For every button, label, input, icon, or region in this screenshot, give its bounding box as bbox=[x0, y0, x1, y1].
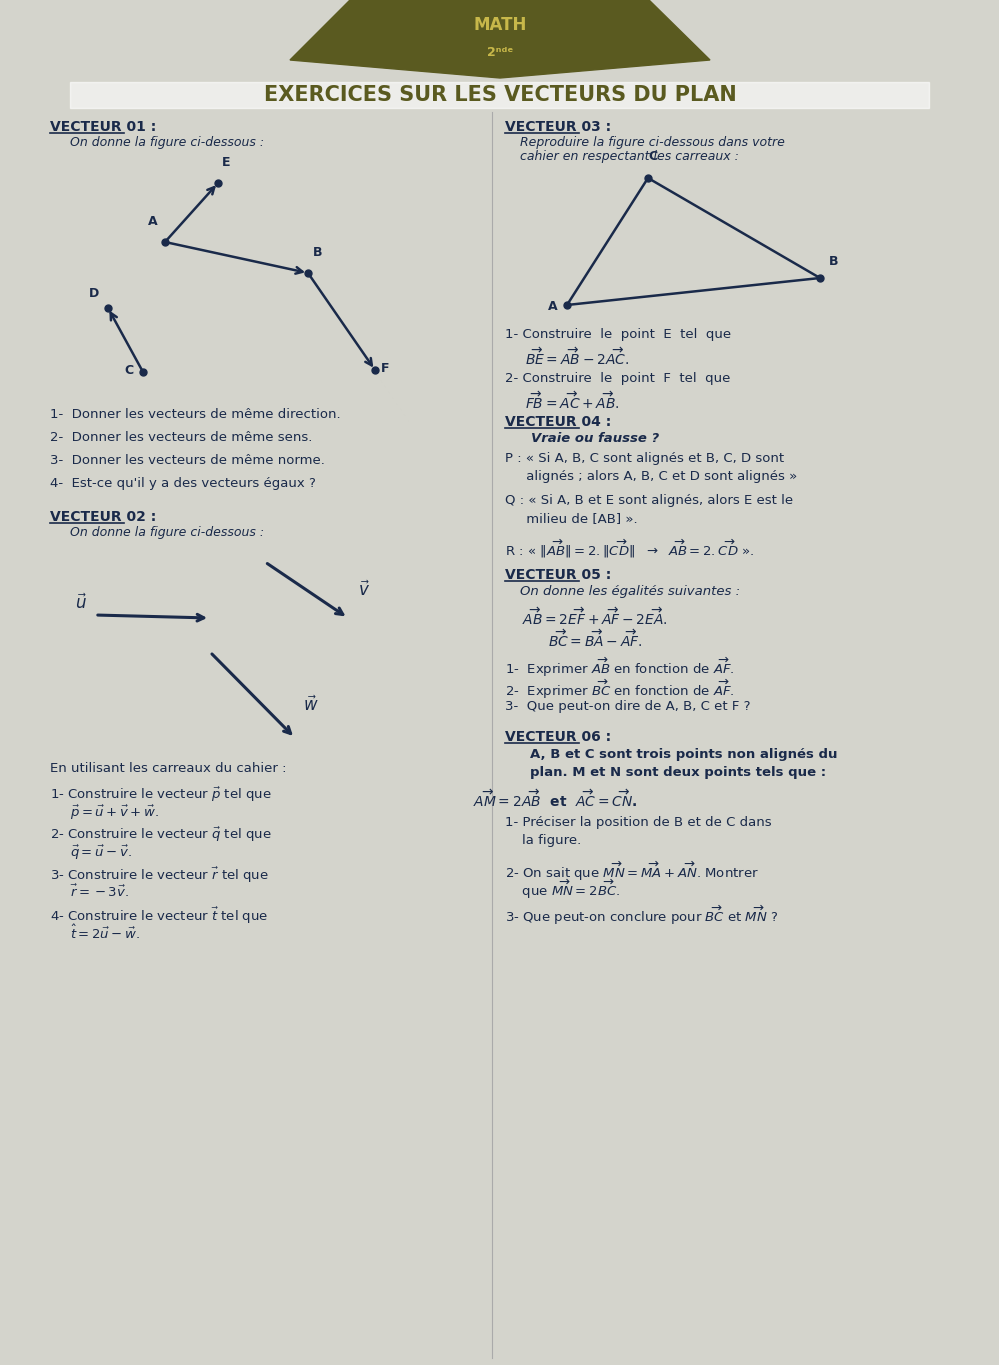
Text: Vraie ou fausse ?: Vraie ou fausse ? bbox=[530, 431, 659, 445]
Text: VECTEUR 04 :: VECTEUR 04 : bbox=[505, 415, 611, 429]
Text: B: B bbox=[314, 246, 323, 259]
Text: 2- On sait que $\overrightarrow{MN} = \overrightarrow{MA} + \overrightarrow{AN}$: 2- On sait que $\overrightarrow{MN} = \o… bbox=[505, 860, 759, 883]
Text: plan. M et N sont deux points tels que :: plan. M et N sont deux points tels que : bbox=[530, 766, 826, 779]
Text: 1- Préciser la position de B et de C dans: 1- Préciser la position de B et de C dan… bbox=[505, 816, 771, 829]
Text: VECTEUR 01 :: VECTEUR 01 : bbox=[50, 120, 156, 134]
Text: C: C bbox=[648, 150, 657, 162]
Text: $\vec{u}$: $\vec{u}$ bbox=[75, 594, 87, 613]
Text: D: D bbox=[89, 287, 99, 300]
Text: que $\overrightarrow{MN} = 2\overrightarrow{BC}$.: que $\overrightarrow{MN} = 2\overrightar… bbox=[505, 878, 620, 901]
Text: 2-  Donner les vecteurs de même sens.: 2- Donner les vecteurs de même sens. bbox=[50, 431, 313, 444]
Text: Reproduire la figure ci-dessous dans votre: Reproduire la figure ci-dessous dans vot… bbox=[520, 136, 785, 149]
Text: cahier en respectant les carreaux :: cahier en respectant les carreaux : bbox=[520, 150, 739, 162]
Text: $\vec{v}$: $\vec{v}$ bbox=[358, 580, 370, 599]
Text: 3- Que peut-on conclure pour $\overrightarrow{BC}$ et $\overrightarrow{MN}$ ?: 3- Que peut-on conclure pour $\overright… bbox=[505, 904, 778, 927]
Text: P : « Si A, B, C sont alignés et B, C, D sont: P : « Si A, B, C sont alignés et B, C, D… bbox=[505, 452, 784, 465]
Text: alignés ; alors A, B, C et D sont alignés »: alignés ; alors A, B, C et D sont aligné… bbox=[505, 470, 797, 483]
Text: $\hat{t} = 2\vec{u} - \vec{w}$.: $\hat{t} = 2\vec{u} - \vec{w}$. bbox=[70, 924, 140, 942]
Text: 1- Construire le vecteur $\vec{p}$ tel que: 1- Construire le vecteur $\vec{p}$ tel q… bbox=[50, 786, 272, 804]
Text: A: A bbox=[548, 300, 557, 313]
Text: 3-  Que peut-on dire de A, B, C et F ?: 3- Que peut-on dire de A, B, C et F ? bbox=[505, 700, 750, 713]
Text: A: A bbox=[148, 216, 158, 228]
Text: $\overrightarrow{BC} = \overrightarrow{BA} - \overrightarrow{AF}$.: $\overrightarrow{BC} = \overrightarrow{B… bbox=[547, 628, 642, 650]
Text: 2ⁿᵈᵉ: 2ⁿᵈᵉ bbox=[487, 45, 513, 59]
Text: 1-  Donner les vecteurs de même direction.: 1- Donner les vecteurs de même direction… bbox=[50, 408, 341, 420]
Text: EXERCICES SUR LES VECTEURS DU PLAN: EXERCICES SUR LES VECTEURS DU PLAN bbox=[264, 85, 736, 105]
Text: la figure.: la figure. bbox=[505, 834, 581, 848]
Text: Q : « Si A, B et E sont alignés, alors E est le: Q : « Si A, B et E sont alignés, alors E… bbox=[505, 494, 793, 506]
Text: $\overrightarrow{FB} = \overrightarrow{AC} + \overrightarrow{AB}$.: $\overrightarrow{FB} = \overrightarrow{A… bbox=[525, 390, 619, 412]
Text: 1- Construire  le  point  E  tel  que: 1- Construire le point E tel que bbox=[505, 328, 731, 341]
Text: $\overrightarrow{AM} = 2\overrightarrow{AB}$  et  $\overrightarrow{AC} = \overri: $\overrightarrow{AM} = 2\overrightarrow{… bbox=[473, 788, 637, 809]
Text: VECTEUR 02 :: VECTEUR 02 : bbox=[50, 511, 156, 524]
Text: VECTEUR 06 :: VECTEUR 06 : bbox=[505, 730, 611, 744]
Text: $\overrightarrow{BE} = \overrightarrow{AB} - 2\overrightarrow{AC}$.: $\overrightarrow{BE} = \overrightarrow{A… bbox=[525, 345, 629, 367]
Polygon shape bbox=[70, 82, 929, 108]
Text: 2- Construire  le  point  F  tel  que: 2- Construire le point F tel que bbox=[505, 373, 730, 385]
Text: 4- Construire le vecteur $\vec{t}$ tel que: 4- Construire le vecteur $\vec{t}$ tel q… bbox=[50, 906, 269, 927]
Text: B: B bbox=[829, 255, 839, 268]
Text: 3- Construire le vecteur $\vec{r}$ tel que: 3- Construire le vecteur $\vec{r}$ tel q… bbox=[50, 865, 269, 886]
Text: On donne la figure ci-dessous :: On donne la figure ci-dessous : bbox=[70, 526, 264, 539]
Text: $\vec{p} = \vec{u} + \vec{v} + \vec{w}$.: $\vec{p} = \vec{u} + \vec{v} + \vec{w}$. bbox=[70, 804, 159, 822]
Text: On donne la figure ci-dessous :: On donne la figure ci-dessous : bbox=[70, 136, 264, 149]
Text: E: E bbox=[222, 156, 230, 169]
Text: VECTEUR 05 :: VECTEUR 05 : bbox=[505, 568, 611, 581]
Text: $\vec{r} = -3\vec{v}$.: $\vec{r} = -3\vec{v}$. bbox=[70, 885, 129, 901]
Text: $\overrightarrow{AB} = 2\overrightarrow{EF} + \overrightarrow{AF} - 2\overrighta: $\overrightarrow{AB} = 2\overrightarrow{… bbox=[522, 606, 668, 628]
Text: MATH: MATH bbox=[474, 16, 526, 34]
Text: 2- Construire le vecteur $\vec{q}$ tel que: 2- Construire le vecteur $\vec{q}$ tel q… bbox=[50, 826, 272, 845]
Text: 1-  Exprimer $\overrightarrow{AB}$ en fonction de $\overrightarrow{AF}$.: 1- Exprimer $\overrightarrow{AB}$ en fon… bbox=[505, 657, 734, 680]
Text: 3-  Donner les vecteurs de même norme.: 3- Donner les vecteurs de même norme. bbox=[50, 455, 325, 467]
Text: C: C bbox=[125, 364, 134, 377]
Text: On donne les égalités suivantes :: On donne les égalités suivantes : bbox=[520, 586, 740, 598]
Text: En utilisant les carreaux du cahier :: En utilisant les carreaux du cahier : bbox=[50, 762, 287, 775]
Text: 4-  Est-ce qu'il y a des vecteurs égaux ?: 4- Est-ce qu'il y a des vecteurs égaux ? bbox=[50, 476, 316, 490]
Text: $\vec{q} = \vec{u} - \vec{v}$.: $\vec{q} = \vec{u} - \vec{v}$. bbox=[70, 844, 132, 863]
Text: A, B et C sont trois points non alignés du: A, B et C sont trois points non alignés … bbox=[530, 748, 837, 762]
Text: milieu de [AB] ».: milieu de [AB] ». bbox=[505, 512, 637, 526]
Text: F: F bbox=[381, 362, 390, 375]
Text: 2-  Exprimer $\overrightarrow{BC}$ en fonction de $\overrightarrow{AF}$.: 2- Exprimer $\overrightarrow{BC}$ en fon… bbox=[505, 678, 734, 702]
Text: $\vec{w}$: $\vec{w}$ bbox=[303, 695, 319, 715]
Text: VECTEUR 03 :: VECTEUR 03 : bbox=[505, 120, 611, 134]
Text: R : « $\|\overrightarrow{AB}\| = 2.\|\overrightarrow{CD}\|$  $\rightarrow$  $\ov: R : « $\|\overrightarrow{AB}\| = 2.\|\ov… bbox=[505, 538, 754, 560]
Polygon shape bbox=[290, 0, 710, 78]
